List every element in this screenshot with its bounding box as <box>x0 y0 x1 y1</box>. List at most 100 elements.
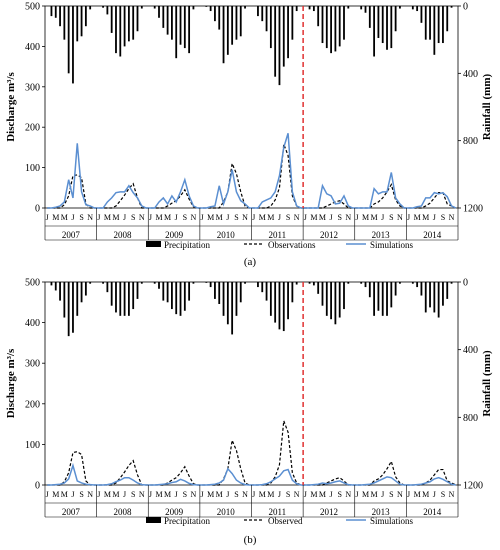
precip-bar <box>162 282 165 301</box>
precip-bar <box>166 6 169 35</box>
month-tick-label: M <box>362 490 369 499</box>
legend-swatch-precipitation <box>146 241 161 247</box>
month-tick-label: M <box>164 490 171 499</box>
precip-bar <box>394 6 397 32</box>
legend-label: Precipitation <box>164 516 210 526</box>
precip-bar <box>54 6 57 18</box>
precip-bar <box>123 6 126 47</box>
month-tick-label: J <box>226 490 229 499</box>
precip-bar <box>231 282 234 335</box>
precip-bar <box>132 282 135 310</box>
precip-bar <box>364 282 367 288</box>
precip-bar <box>183 6 186 49</box>
precip-bar <box>386 282 388 316</box>
month-tick-label: J <box>407 213 410 222</box>
year-label: 2009 <box>165 230 184 240</box>
precip-bar <box>231 6 234 45</box>
precip-bar <box>377 6 380 38</box>
legend-label: Simulations <box>370 240 414 250</box>
plot-area <box>44 5 459 209</box>
precip-bar <box>295 6 298 12</box>
precip-bar <box>312 6 315 12</box>
year-label: 2008 <box>113 230 132 240</box>
month-tick-label: M <box>207 213 214 222</box>
month-tick-label: S <box>389 213 393 222</box>
panel-label: (a) <box>244 256 257 268</box>
precip-bar <box>364 6 367 13</box>
month-tick-label: S <box>79 213 83 222</box>
precip-bar <box>291 6 294 40</box>
legend-label: Precipitation <box>164 240 210 250</box>
precip-bar <box>347 282 350 284</box>
precip-bar <box>188 6 191 54</box>
right-tick-label: 1200 <box>463 204 483 215</box>
month-tick-label: M <box>422 213 429 222</box>
precip-bar <box>76 282 79 316</box>
right-tick-label: 400 <box>463 69 478 80</box>
month-tick-label: N <box>294 213 300 222</box>
precip-bar <box>420 6 423 23</box>
precip-bar <box>433 6 436 55</box>
month-tick-label: J <box>433 490 436 499</box>
left-tick-label: 500 <box>25 278 40 289</box>
precip-bar <box>192 282 195 284</box>
precip-bar <box>59 282 61 301</box>
precip-bar <box>308 282 311 284</box>
precip-bar <box>183 282 186 311</box>
precip-bar <box>390 282 393 308</box>
month-tick-label: M <box>112 213 119 222</box>
precip-bar <box>209 6 212 12</box>
chart-panel-b: 0 100 200 300 400 500 0 400 800 1200 Discharge m³/… <box>5 278 493 547</box>
month-tick-label: J <box>278 213 281 222</box>
precip-bar <box>450 6 453 8</box>
observations-line <box>47 420 457 486</box>
precip-bar <box>140 282 143 284</box>
precip-bar <box>338 282 341 318</box>
month-tick-label: M <box>52 213 59 222</box>
month-tick-label: S <box>286 213 290 222</box>
precip-bar <box>226 282 229 325</box>
precip-bar <box>166 282 169 303</box>
precip-bar <box>244 282 246 284</box>
precip-bar <box>218 282 221 304</box>
precip-bar <box>175 6 178 59</box>
precip-bar <box>373 6 376 57</box>
precip-bar <box>123 282 126 316</box>
month-tick-label: N <box>191 490 197 499</box>
precip-bar <box>360 6 363 10</box>
precip-bar <box>72 6 74 84</box>
precip-bar <box>274 282 277 323</box>
precip-bar <box>192 6 195 10</box>
precip-bar <box>416 282 419 288</box>
right-tick-label: 0 <box>463 278 468 289</box>
precip-bar <box>63 282 66 318</box>
precip-bar <box>153 6 156 9</box>
month-tick-label: M <box>259 490 266 499</box>
precip-bar <box>325 6 328 49</box>
precip-bar <box>442 6 444 44</box>
month-tick-label: S <box>234 213 238 222</box>
precip-bar <box>110 282 113 306</box>
chart-panel-a: 0 100 200 300 400 500 0 400 800 1200 Discharge m³/… <box>5 2 493 269</box>
plot-area <box>44 281 459 486</box>
month-tick-label: M <box>104 490 111 499</box>
month-tick-label: J <box>381 490 384 499</box>
month-tick-label: J <box>149 490 152 499</box>
precip-bar <box>269 282 272 316</box>
precip-bar <box>205 282 208 283</box>
precip-bar <box>214 6 216 22</box>
y-axis-left-title: Discharge m³/s <box>5 71 17 141</box>
month-tick-label: S <box>337 490 341 499</box>
precip-bar <box>343 282 345 310</box>
year-label: 2009 <box>165 507 184 517</box>
precip-bar <box>115 6 117 54</box>
month-tick-label: J <box>226 213 229 222</box>
month-tick-label: N <box>449 490 455 499</box>
precip-bar <box>244 6 246 9</box>
precip-bar <box>119 282 122 316</box>
month-tick-label: J <box>252 213 255 222</box>
precip-bar <box>446 282 449 299</box>
precip-bar <box>437 6 440 44</box>
precip-bar <box>343 6 345 40</box>
year-label: 2014 <box>423 507 442 517</box>
